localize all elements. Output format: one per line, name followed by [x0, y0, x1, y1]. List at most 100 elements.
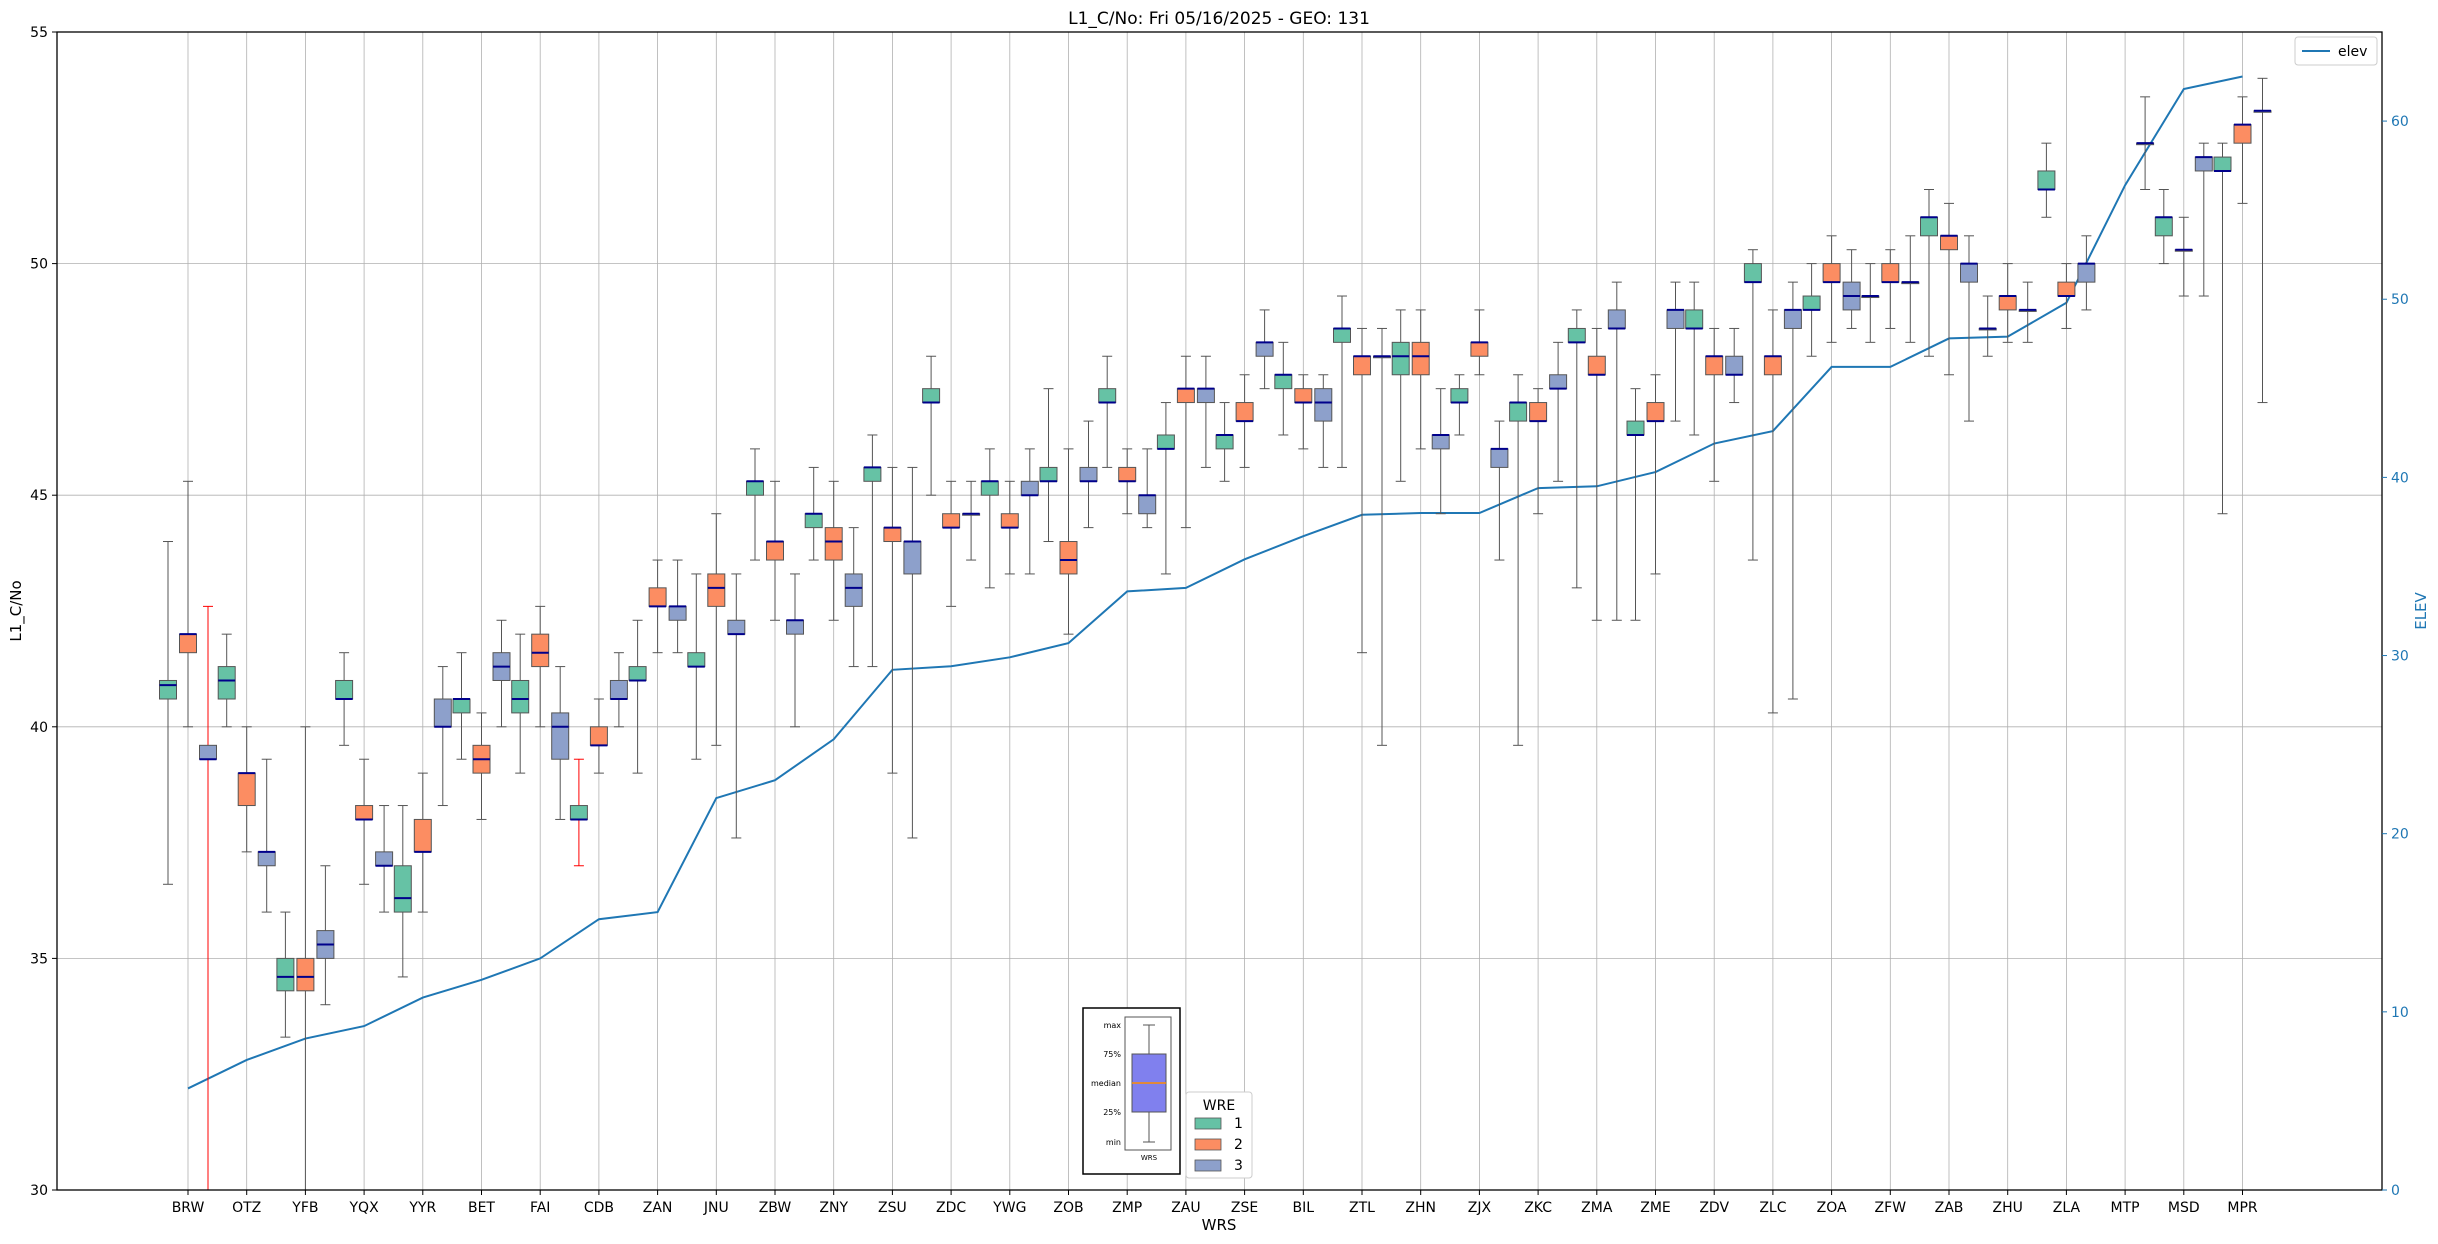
box-cdb-wre2	[589, 698, 608, 774]
x-tick-label: JNU	[703, 1200, 729, 1216]
box-body	[1509, 402, 1528, 422]
line-legend: elev	[2294, 36, 2378, 66]
box-body	[2057, 281, 2076, 297]
box-zhn-wre3	[1431, 388, 1450, 515]
box-body	[942, 513, 961, 529]
box-body	[609, 679, 628, 700]
box-layer	[159, 77, 2272, 1190]
box-fai-wre2	[531, 605, 550, 728]
box-zse-wre3	[1255, 309, 1274, 390]
box-jnu-wre1	[687, 573, 706, 760]
box-cdb-wre3	[609, 652, 628, 728]
group-legend-swatch-1	[1194, 1117, 1222, 1130]
x-tick-label: ZBW	[759, 1200, 792, 1216]
line-legend-label: elev	[2338, 44, 2367, 60]
box-zob-wre2	[1059, 448, 1078, 635]
box-zau-wre3	[1196, 355, 1215, 468]
box-body	[1607, 309, 1626, 329]
y2-axis-label: ELEV	[2412, 591, 2430, 629]
x-tick-label: ZKC	[1524, 1200, 1552, 1216]
y2-tick-label: 40	[2391, 470, 2409, 486]
box-body	[2037, 170, 2056, 190]
x-tick-label: ZNY	[819, 1200, 848, 1216]
box-jnu-wre3	[727, 573, 746, 839]
box-brw-wre3	[199, 605, 217, 1190]
box-bil-wre1	[1274, 341, 1293, 436]
box-zan-wre2	[648, 559, 667, 654]
box-body	[569, 805, 588, 820]
box-bet-wre1	[452, 652, 471, 760]
box-body	[1039, 466, 1058, 482]
box-zse-wre1	[1215, 402, 1234, 482]
box-body	[1333, 327, 1351, 343]
box-zny-wre2	[824, 480, 843, 621]
box-zme-wre2	[1646, 374, 1665, 575]
box-zla-wre1	[2037, 142, 2056, 218]
x-tick-label: OTZ	[232, 1200, 261, 1216]
y2-tick-label: 60	[2391, 114, 2409, 130]
box-body	[1450, 388, 1469, 404]
box-yyr-wre1	[393, 805, 412, 978]
box-body	[1626, 420, 1645, 436]
box-body	[1059, 541, 1078, 575]
box-body	[1079, 466, 1098, 482]
box-ywg-wre1	[980, 448, 999, 589]
box-body	[1431, 434, 1450, 450]
y-axis-label: L1_C/No	[7, 580, 26, 641]
box-body	[237, 772, 256, 807]
x-tick-label: ZSU	[878, 1200, 907, 1216]
box-bil-wre3	[1314, 374, 1333, 468]
y2-tick-label: 30	[2391, 649, 2409, 665]
box-body	[1020, 480, 1039, 496]
x-tick-label: YFB	[291, 1200, 318, 1216]
box-body	[179, 633, 197, 654]
box-ztl-wre3	[1373, 327, 1391, 746]
box-otz-wre3	[257, 758, 276, 913]
x-tick-label: MTP	[2111, 1200, 2140, 1216]
box-cdb-wre1	[569, 758, 588, 867]
group-legend-label-2: 2	[1234, 1137, 1243, 1153]
box-zan-wre1	[628, 619, 647, 774]
x-tick-label: ZAN	[643, 1200, 673, 1216]
box-body	[1118, 466, 1137, 482]
group-legend-title: WRE	[1203, 1098, 1235, 1114]
box-zsu-wre3	[903, 466, 922, 839]
box-bet-wre3	[492, 619, 511, 728]
box-body	[1783, 309, 1802, 329]
box-body	[1743, 263, 1762, 283]
box-zbw-wre3	[786, 573, 804, 728]
box-body	[1215, 434, 1234, 450]
box-body	[375, 851, 394, 867]
box-body	[393, 865, 412, 913]
x-tick-label: CDB	[584, 1200, 614, 1216]
box-body	[1646, 402, 1665, 422]
x-tick-label: ZAB	[1935, 1200, 1964, 1216]
box-fai-wre3	[551, 666, 570, 820]
box-body	[648, 587, 667, 607]
box-body	[1705, 355, 1724, 376]
box-body	[1000, 513, 1019, 529]
box-zjx-wre2	[1470, 309, 1489, 376]
box-zau-wre2	[1176, 355, 1195, 529]
box-zny-wre1	[804, 466, 823, 561]
box-zob-wre1	[1039, 388, 1058, 543]
x-tick-label: ZME	[1640, 1200, 1671, 1216]
box-zma-wre3	[1607, 281, 1626, 621]
x-tick-label: MPR	[2227, 1200, 2258, 1216]
box-mpr-wre1	[2213, 142, 2232, 515]
box-body	[1490, 448, 1509, 468]
box-body	[1314, 388, 1333, 422]
x-tick-label: ZTL	[1349, 1200, 1375, 1216]
y-tick-label: 45	[30, 488, 48, 504]
box-body	[844, 573, 863, 607]
box-zlc-wre2	[1763, 309, 1782, 714]
box-zab-wre1	[1920, 188, 1938, 357]
box-body	[159, 679, 177, 700]
box-zla-wre2	[2057, 263, 2076, 329]
inset-key-plot-frame	[1124, 1016, 1172, 1151]
box-zau-wre1	[1156, 402, 1175, 575]
box-zmp-wre3	[1138, 448, 1157, 529]
y-tick-label: 30	[30, 1183, 48, 1199]
y2-tick-label: 20	[2391, 827, 2409, 843]
box-msd-wre3	[2194, 142, 2213, 297]
